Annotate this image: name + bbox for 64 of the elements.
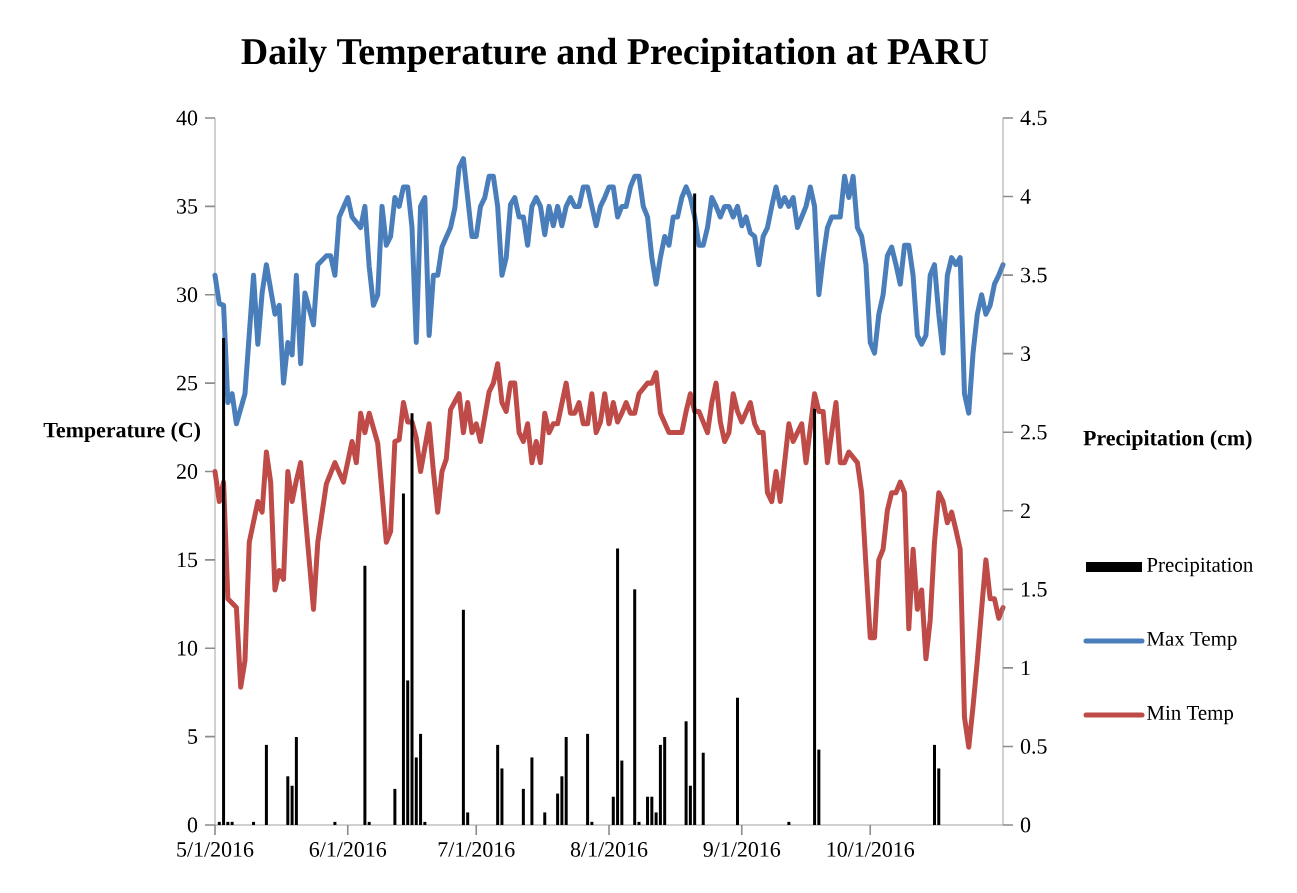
bar	[693, 193, 697, 825]
y-axis-title: Temperature (C)	[43, 422, 201, 442]
bar	[286, 776, 290, 825]
bar	[230, 821, 234, 825]
bar	[684, 721, 688, 825]
bar	[252, 821, 256, 825]
y2-tick-label: 4.5	[1020, 110, 1047, 126]
bar	[222, 337, 226, 825]
bar	[363, 565, 367, 825]
legend-label: Min Temp	[1147, 705, 1234, 725]
y2-tick-label: 0.5	[1020, 739, 1047, 754]
x-tick-label: 5/1/2016	[177, 842, 254, 857]
y-tick-label: 20	[177, 464, 198, 479]
bar	[419, 733, 423, 825]
bar	[401, 493, 405, 825]
bar	[294, 737, 298, 825]
y2-tick-label: 2	[1021, 503, 1030, 519]
y-tick-label: 40	[176, 110, 198, 126]
x-tick-label: 6/1/2016	[309, 842, 387, 857]
bar	[650, 796, 654, 825]
y-tick-label: 30	[177, 287, 198, 303]
bar	[264, 744, 268, 825]
y-tick-label: 10	[177, 640, 198, 656]
bar	[787, 821, 791, 825]
y-tick-label: 5	[188, 729, 198, 744]
bar	[586, 733, 590, 825]
y-tick-label: 25	[177, 375, 198, 391]
bar	[496, 744, 500, 825]
y-tick-label: 15	[177, 552, 198, 568]
bar	[521, 788, 525, 825]
x-tick-label: 9/1/2016	[703, 842, 781, 857]
bar	[813, 408, 817, 825]
y2-tick-label: 0	[1020, 817, 1031, 833]
y2-axis-title: Precipitation (cm)	[1083, 430, 1252, 450]
bar	[701, 752, 705, 825]
bar	[367, 821, 371, 825]
bar	[564, 737, 568, 825]
bar	[333, 821, 337, 825]
y2-tick-label: 3.5	[1021, 267, 1047, 283]
legend-label: Precipitation	[1147, 557, 1254, 577]
bar	[461, 609, 465, 825]
bar	[735, 697, 739, 825]
y-tick-label: 35	[177, 199, 198, 214]
x-tick-label: 10/1/2016	[827, 842, 915, 857]
y2-tick-label: 1	[1021, 660, 1030, 676]
bar	[932, 744, 936, 825]
bar	[543, 812, 547, 825]
x-tick-label: 7/1/2016	[438, 842, 515, 857]
bar	[646, 796, 650, 825]
x-tick-label: 8/1/2016	[570, 842, 648, 857]
y-tick-label: 0	[187, 817, 198, 833]
bar	[633, 589, 637, 825]
bar	[410, 413, 414, 825]
y2-tick-label: 3	[1021, 346, 1031, 362]
y2-tick-label: 4	[1020, 189, 1031, 204]
y2-tick-label: 1.5	[1021, 581, 1047, 597]
legend-label: Max Temp	[1147, 631, 1237, 651]
bar	[663, 737, 667, 825]
bar	[616, 548, 620, 825]
bar	[560, 776, 564, 825]
bar	[393, 788, 397, 825]
y2-tick-label: 2.5	[1021, 424, 1047, 440]
bar	[530, 757, 534, 825]
chart-title: Daily Temperature and Precipitation at PARU	[241, 37, 989, 73]
